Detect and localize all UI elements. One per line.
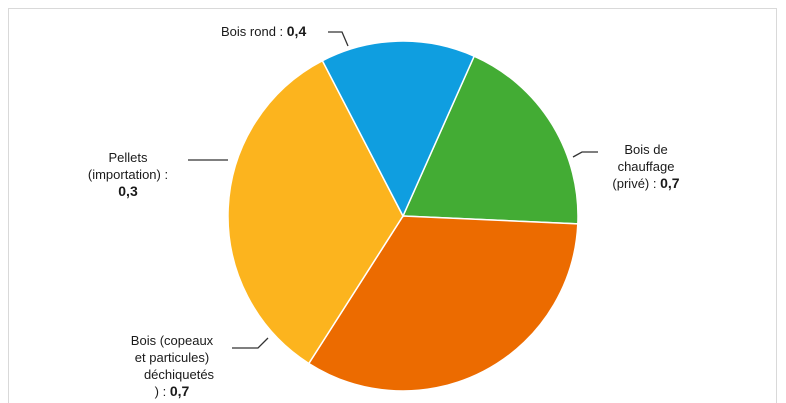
pie-slice-pellets-importation	[321, 40, 476, 218]
leader-lines	[188, 31, 598, 349]
label-pellets: Pellets (importation) : 0,3	[78, 149, 178, 200]
label-pellets-value-line: 0,3	[78, 183, 178, 200]
label-bois-rond-text: Bois rond :	[221, 24, 287, 39]
label-bois-chauffage-value: 0,7	[660, 175, 680, 191]
label-bois-chauffage-line1: Bois de	[624, 142, 668, 157]
leader-copeaux	[232, 337, 269, 349]
pie-slices	[227, 40, 579, 392]
label-copeaux-value: 0,7	[169, 383, 190, 399]
label-bois-chauffage: Bois de chauffage (privé) : 0,7	[600, 141, 692, 192]
frame-right-border	[776, 8, 777, 403]
pie-slice-bois-de-chauffage-priv	[307, 215, 579, 392]
pie-slice-bois-copeaux-et-particules-d-chiquet-s	[227, 59, 404, 365]
label-bois-chauffage-line3: (privé) : 0,7	[600, 175, 692, 192]
leader-bois-chauffage	[572, 151, 598, 158]
label-pellets-line2: (importation) :	[87, 167, 169, 182]
label-bois-rond: Bois rond : 0,4	[221, 23, 306, 40]
label-copeaux-line3: déchiquetés	[143, 367, 215, 382]
frame-left-border	[8, 8, 9, 403]
label-bois-chauffage-line2: chauffage	[617, 159, 675, 174]
label-copeaux-line1: Bois (copeaux	[130, 333, 214, 348]
label-bois-chauffage-prefix: (privé) :	[612, 176, 661, 191]
label-pellets-line1: Pellets	[108, 150, 148, 165]
label-copeaux: Bois (copeaux et particules) déchiquetés…	[118, 332, 226, 400]
label-copeaux-line4: ) : 0,7	[118, 383, 226, 400]
label-bois-rond-value: 0,4	[286, 23, 307, 39]
leader-bois-rond	[328, 31, 349, 47]
pie-slice-bois-rond	[401, 55, 579, 225]
frame-top-border	[8, 8, 777, 9]
label-copeaux-prefix: ) :	[154, 384, 170, 399]
label-pellets-value: 0,3	[118, 183, 138, 199]
label-copeaux-line2: et particules)	[134, 350, 210, 365]
